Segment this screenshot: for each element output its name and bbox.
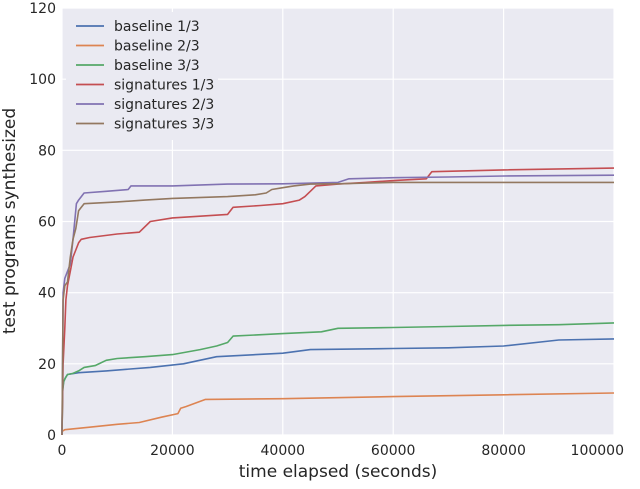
y-tick-label: 20 <box>38 357 56 373</box>
y-tick-label: 0 <box>47 428 56 444</box>
legend-label: signatures 1/3 <box>114 78 214 94</box>
y-axis-label: test programs synthesized <box>0 108 20 334</box>
y-tick-label: 120 <box>29 1 56 17</box>
x-tick-labels: 0 20000 40000 60000 80000 100000 <box>58 443 624 459</box>
legend-label: baseline 3/3 <box>114 58 200 74</box>
y-tick-label: 40 <box>38 286 56 302</box>
x-tick-label: 100000 <box>571 443 624 459</box>
legend-label: signatures 2/3 <box>114 97 214 113</box>
x-tick-label: 20000 <box>150 443 195 459</box>
series-line-4 <box>61 167 615 436</box>
series-lines <box>61 167 615 436</box>
series-line-6 <box>61 181 614 436</box>
y-tick-label: 60 <box>38 215 56 231</box>
x-tick-label: 60000 <box>371 443 416 459</box>
legend-box <box>66 12 218 140</box>
x-tick-label: 40000 <box>261 443 306 459</box>
x-axis-label: time elapsed (seconds) <box>239 462 437 482</box>
legend-label: baseline 1/3 <box>114 19 200 35</box>
x-tick-label: 80000 <box>481 443 526 459</box>
legend-label: baseline 2/3 <box>114 39 200 55</box>
y-tick-labels: 0 20 40 60 80 100 120 <box>29 1 56 444</box>
y-tick-label: 80 <box>38 143 56 159</box>
series-line-3 <box>61 322 615 436</box>
series-line-2 <box>61 392 615 433</box>
y-tick-label: 100 <box>29 72 56 88</box>
legend-label: signatures 3/3 <box>114 117 214 133</box>
x-tick-label: 0 <box>58 443 67 459</box>
legend: baseline 1/3 baseline 2/3 baseline 3/3 sign… <box>66 12 218 140</box>
grid-lines <box>61 7 615 436</box>
